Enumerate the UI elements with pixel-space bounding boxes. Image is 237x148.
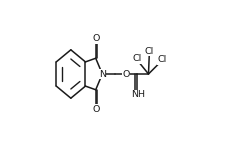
Text: Cl: Cl — [133, 54, 142, 63]
Text: NH: NH — [132, 90, 146, 99]
Text: Cl: Cl — [145, 47, 154, 56]
Text: O: O — [122, 70, 129, 78]
Text: O: O — [92, 34, 99, 43]
Text: Cl: Cl — [158, 55, 167, 64]
Text: O: O — [92, 105, 99, 114]
Text: N: N — [99, 70, 106, 78]
